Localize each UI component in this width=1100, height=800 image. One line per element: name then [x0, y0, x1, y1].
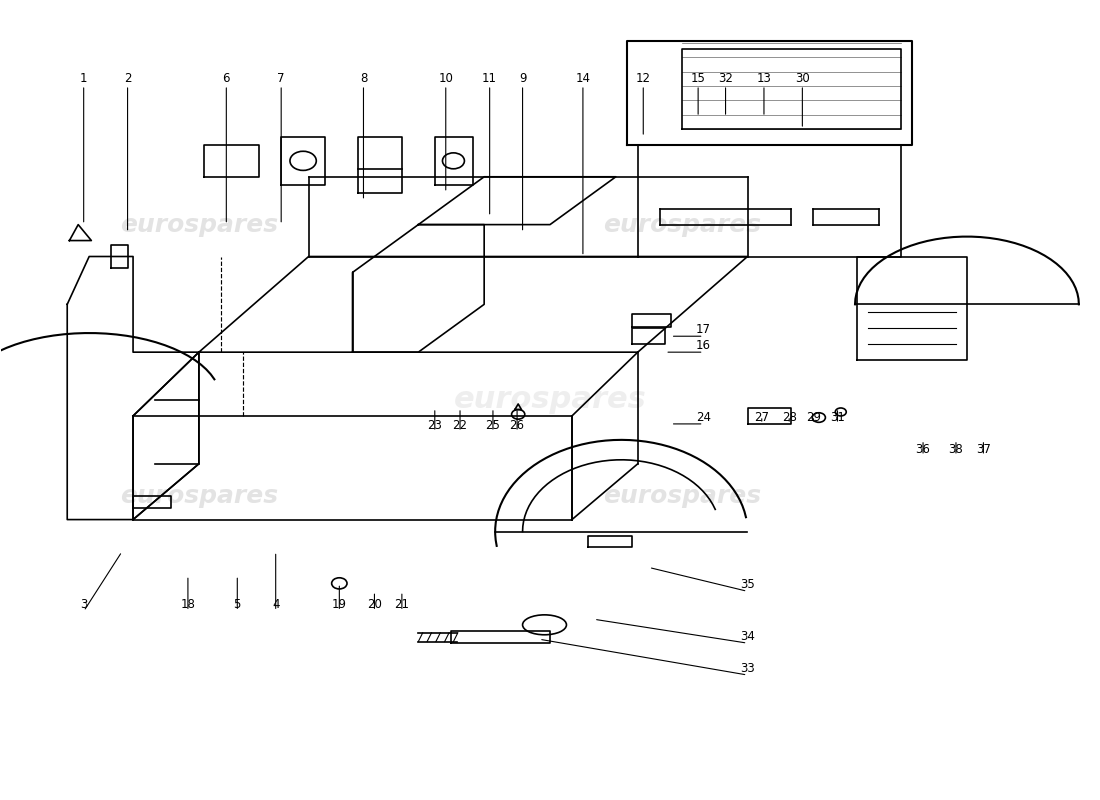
Text: 2: 2: [124, 72, 131, 85]
Text: eurospares: eurospares: [603, 484, 761, 508]
Text: eurospares: eurospares: [453, 386, 647, 414]
Text: 20: 20: [367, 598, 382, 611]
Text: 7: 7: [277, 72, 285, 85]
Text: 15: 15: [691, 72, 705, 85]
Text: 23: 23: [428, 419, 442, 432]
Text: 14: 14: [575, 72, 591, 85]
Text: 13: 13: [757, 72, 771, 85]
Text: 10: 10: [438, 72, 453, 85]
Text: 4: 4: [272, 598, 279, 611]
Text: 37: 37: [976, 443, 991, 456]
Text: eurospares: eurospares: [603, 213, 761, 237]
Text: 6: 6: [222, 72, 230, 85]
Text: 19: 19: [332, 598, 346, 611]
Text: 31: 31: [830, 411, 845, 424]
Text: 38: 38: [948, 443, 964, 456]
Text: 29: 29: [806, 411, 821, 424]
Text: 5: 5: [233, 598, 241, 611]
Text: 28: 28: [782, 411, 796, 424]
Text: 21: 21: [395, 598, 409, 611]
Text: 26: 26: [509, 419, 525, 432]
Text: 32: 32: [718, 72, 733, 85]
Text: 34: 34: [740, 630, 755, 643]
Text: eurospares: eurospares: [120, 213, 278, 237]
Text: 17: 17: [696, 323, 711, 336]
Text: 35: 35: [740, 578, 755, 591]
Text: 16: 16: [696, 339, 711, 352]
Text: 22: 22: [452, 419, 468, 432]
Text: 11: 11: [482, 72, 497, 85]
Text: 24: 24: [696, 411, 711, 424]
Text: 18: 18: [180, 598, 196, 611]
Text: 1: 1: [80, 72, 87, 85]
Text: 25: 25: [485, 419, 501, 432]
Text: 27: 27: [755, 411, 769, 424]
Text: 36: 36: [915, 443, 931, 456]
Text: 9: 9: [519, 72, 526, 85]
Text: 33: 33: [740, 662, 755, 675]
Text: 3: 3: [80, 598, 87, 611]
Text: 8: 8: [360, 72, 367, 85]
Text: eurospares: eurospares: [120, 484, 278, 508]
Text: 12: 12: [636, 72, 651, 85]
Text: 30: 30: [795, 72, 810, 85]
